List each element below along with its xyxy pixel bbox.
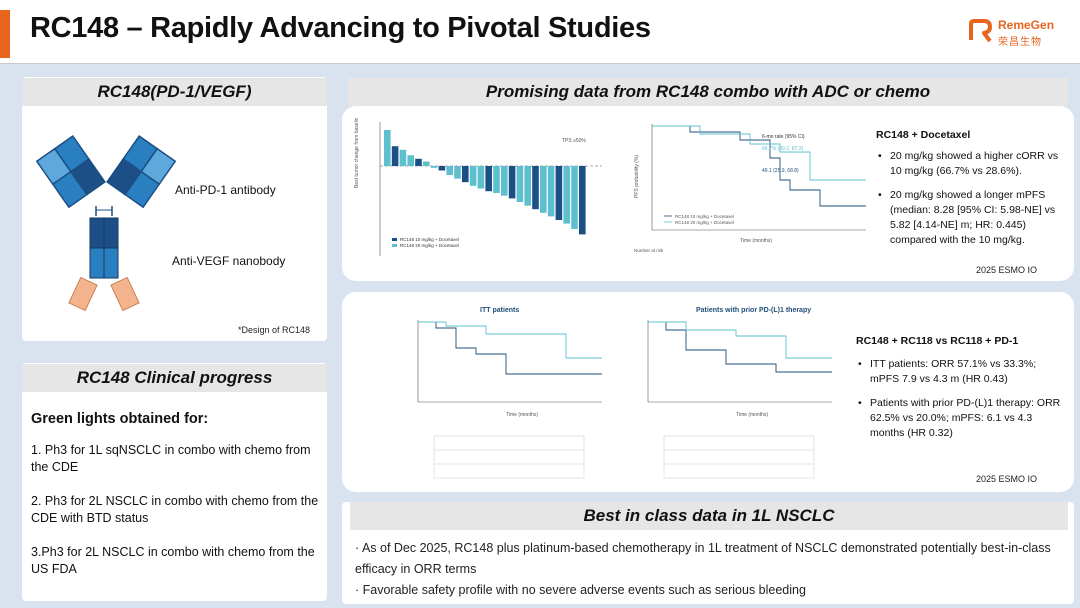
- page-title: RC148 – Rapidly Advancing to Pivotal Stu…: [30, 12, 651, 44]
- rc118-bullet: Patients with prior PD-(L)1 therapy: ORR…: [856, 396, 1066, 441]
- rc118-source: 2025 ESMO IO: [976, 474, 1038, 484]
- right-nanobody: [110, 276, 140, 312]
- tps-label: TPS ≥50%: [562, 138, 586, 144]
- waterfall-bar: [438, 166, 446, 171]
- waterfall-bar: [454, 166, 461, 179]
- prior-title: Patients with prior PD-(L)1 therapy: [696, 307, 811, 314]
- company-logo: RemeGen 荣昌生物: [968, 16, 1068, 50]
- waterfall-bar: [391, 146, 399, 166]
- docetaxel-source: 2025 ESMO IO: [976, 265, 1038, 275]
- waterfall-plot-figure: Best tumor change from baseline (%) TPS …: [352, 118, 607, 263]
- best-line: · As of Dec 2025, RC148 plus platinum-ba…: [355, 541, 1051, 576]
- waterfall-bar: [423, 161, 430, 166]
- docetaxel-bullet: 20 mg/kg showed a higher cORR vs 10 mg/k…: [876, 149, 1066, 179]
- rate-b-label: 49.1 (25.9, 68.8): [762, 168, 799, 174]
- logo-text-cn: 荣昌生物: [998, 37, 1042, 48]
- waterfall-bar: [462, 166, 469, 183]
- waterfall-bar: [469, 166, 477, 186]
- svg-text:RC148 20 mg/kg + Docetaxel: RC148 20 mg/kg + Docetaxel: [400, 243, 459, 248]
- waterfall-bar: [384, 130, 391, 166]
- design-header: RC148(PD-1/VEGF): [22, 78, 327, 106]
- svg-text:Time (months): Time (months): [740, 238, 772, 244]
- itt-title: ITT patients: [480, 307, 519, 314]
- left-nanobody: [68, 276, 98, 312]
- waterfall-bar: [477, 166, 485, 189]
- svg-text:Best tumor change from baselin: Best tumor change from baseline (%): [354, 118, 360, 188]
- rc118-summary: RC148 + RC118 vs RC118 + PD-1 ITT patien…: [856, 334, 1066, 450]
- waterfall-bar: [563, 166, 570, 224]
- waterfall-bar: [516, 166, 524, 202]
- waterfall-bar: [446, 166, 453, 175]
- waterfall-bar: [555, 166, 563, 220]
- pfs-km-figure: PFS probability (%) Time (months) 6-mo r…: [630, 118, 870, 268]
- waterfall-bar: [508, 166, 516, 199]
- rate-a-label: 66.7% (30.2, 87.3): [762, 146, 803, 152]
- svg-text:PFS probability (%): PFS probability (%): [634, 155, 640, 198]
- design-caption: *Design of RC148: [238, 325, 311, 335]
- svg-text:RC148 10 mg/kg + Docetaxel: RC148 10 mg/kg + Docetaxel: [400, 237, 459, 242]
- antibody-diagram: [36, 135, 176, 312]
- svg-text:Time (months): Time (months): [506, 412, 538, 418]
- svg-text:RC148 10 mg/kg + Docetaxel: RC148 10 mg/kg + Docetaxel: [675, 214, 734, 219]
- header-divider: [0, 63, 1080, 64]
- waterfall-bar: [485, 166, 492, 192]
- progress-item: 3.Ph3 for 2L NSCLC in combo with chemo f…: [31, 545, 315, 576]
- itt-km-figure: ITT patients Time (months): [396, 300, 606, 480]
- logo-text-en: RemeGen: [998, 18, 1055, 32]
- left-fab-arm: [36, 135, 106, 209]
- waterfall-bar: [524, 166, 531, 206]
- best-in-class-text: · As of Dec 2025, RC148 plus platinum-ba…: [355, 538, 1067, 601]
- prior-pd1-km-figure: Patients with prior PD-(L)1 therapy Time…: [626, 300, 836, 480]
- docetaxel-bullet: 20 mg/kg showed a longer mPFS (median: 8…: [876, 188, 1066, 248]
- progress-list: Green lights obtained for: 1. Ph3 for 1L…: [31, 411, 323, 595]
- waterfall-bar: [415, 158, 422, 166]
- combo-data-header: Promising data from RC148 combo with ADC…: [348, 78, 1068, 106]
- waterfall-bar: [532, 166, 539, 210]
- six-mo-label: 6-mo rate (95% CI): [762, 134, 805, 140]
- waterfall-bar: [430, 166, 438, 168]
- waterfall-bar: [501, 166, 508, 196]
- anti-vegf-label: Anti-VEGF nanobody: [172, 254, 286, 268]
- progress-item: 1. Ph3 for 1L sqNSCLC in combo with chem…: [31, 443, 311, 474]
- title-accent-bar: [0, 10, 10, 58]
- waterfall-bar: [547, 166, 555, 217]
- waterfall-bar: [540, 166, 547, 213]
- waterfall-bar: [407, 155, 414, 166]
- right-fab-arm: [106, 135, 176, 209]
- waterfall-bar: [579, 166, 586, 235]
- anti-pd1-label: Anti-PD-1 antibody: [175, 183, 276, 197]
- remegen-logo-icon: [969, 19, 992, 43]
- waterfall-bar: [571, 166, 578, 229]
- best-in-class-header: Best in class data in 1L NSCLC: [350, 502, 1068, 530]
- rc118-title: RC148 + RC118 vs RC118 + PD-1: [856, 335, 1019, 347]
- rc118-bullet: ITT patients: ORR 57.1% vs 33.3%; mPFS 7…: [856, 357, 1066, 387]
- svg-text:Number at risk: Number at risk: [634, 248, 664, 253]
- docetaxel-summary: RC148 + Docetaxel 20 mg/kg showed a high…: [876, 128, 1066, 257]
- svg-text:Time (months): Time (months): [736, 412, 768, 418]
- waterfall-bar: [399, 149, 407, 166]
- svg-text:RC148 20 mg/kg + Docetaxel: RC148 20 mg/kg + Docetaxel: [675, 220, 734, 225]
- waterfall-bar: [493, 166, 500, 193]
- best-line: · Favorable safety profile with no sever…: [355, 583, 806, 597]
- progress-header: RC148 Clinical progress: [22, 364, 327, 392]
- waterfall-bars: [384, 130, 586, 235]
- progress-title: Green lights obtained for:: [31, 411, 209, 427]
- progress-panel: [22, 363, 327, 601]
- docetaxel-title: RC148 + Docetaxel: [876, 129, 971, 141]
- progress-item: 2. Ph3 for 2L NSCLC in combo with chemo …: [31, 494, 319, 525]
